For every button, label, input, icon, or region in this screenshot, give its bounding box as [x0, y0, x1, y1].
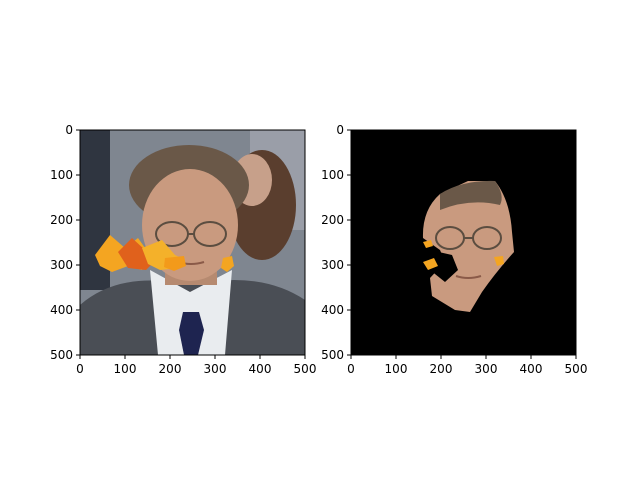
left-x-tick-label: 500	[294, 362, 317, 376]
leaf-occluders	[95, 235, 234, 272]
right-y-tick-label: 200	[321, 213, 344, 227]
right-x-tick-label: 200	[430, 362, 453, 376]
right-axes-frame	[350, 129, 577, 356]
left-x-tick-label: 300	[204, 362, 227, 376]
left-y-tick-label: 300	[50, 258, 73, 272]
left-x-tick-label: 0	[76, 362, 84, 376]
right-leaf-fragments	[423, 240, 504, 270]
left-photo	[80, 130, 305, 355]
left-y-tick-label: 500	[50, 348, 73, 362]
right-segmentation	[351, 130, 576, 355]
right-y-tick-label: 0	[336, 123, 344, 137]
left-y-tick-label: 400	[50, 303, 73, 317]
right-x-tick-label: 0	[347, 362, 355, 376]
right-y-tick-label: 300	[321, 258, 344, 272]
left-y-tick-label: 100	[50, 168, 73, 182]
left-x-tick-label: 100	[114, 362, 137, 376]
left-x-tick-label: 200	[159, 362, 182, 376]
left-axes-frame	[79, 129, 306, 356]
right-x-tick-label: 100	[385, 362, 408, 376]
right-y-tick-label: 400	[321, 303, 344, 317]
right-x-tick-label: 300	[475, 362, 498, 376]
right-x-tick-label: 500	[565, 362, 588, 376]
left-x-tick-label: 400	[249, 362, 272, 376]
right-y-tick-label: 100	[321, 168, 344, 182]
left-y-tick-label: 200	[50, 213, 73, 227]
right-y-tick-label: 500	[321, 348, 344, 362]
right-x-tick-label: 400	[520, 362, 543, 376]
left-y-tick-label: 0	[65, 123, 73, 137]
